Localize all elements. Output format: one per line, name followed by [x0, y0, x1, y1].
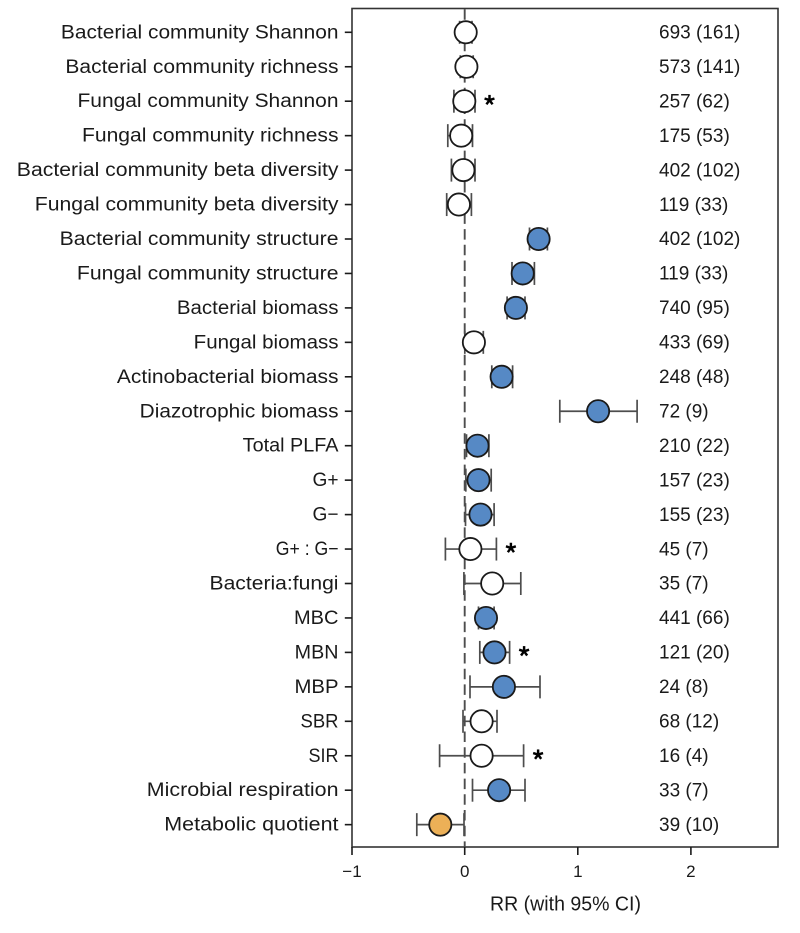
svg-text:Bacterial community Shannon: Bacterial community Shannon [61, 22, 339, 43]
svg-text:Fungal community richness: Fungal community richness [82, 126, 339, 147]
svg-text:Fungal community Shannon: Fungal community Shannon [78, 91, 339, 112]
svg-text:121 (20): 121 (20) [659, 643, 730, 664]
svg-text:G−: G− [313, 505, 339, 526]
svg-text:573 (141): 573 (141) [659, 57, 740, 78]
svg-text:2: 2 [686, 862, 695, 881]
svg-text:Total PLFA: Total PLFA [243, 436, 339, 457]
svg-text:68 (12): 68 (12) [659, 712, 719, 733]
svg-text:Actinobacterial biomass: Actinobacterial biomass [117, 367, 339, 388]
svg-text:Metabolic quotient: Metabolic quotient [164, 815, 339, 836]
svg-text:210 (22): 210 (22) [659, 436, 730, 457]
svg-text:Fungal community beta diversit: Fungal community beta diversity [35, 195, 339, 216]
svg-text:MBC: MBC [294, 608, 339, 629]
svg-text:MBP: MBP [295, 677, 339, 698]
svg-text:SBR: SBR [301, 711, 339, 732]
svg-text:G+ : G−: G+ : G− [276, 539, 339, 560]
svg-text:Diazotrophic biomass: Diazotrophic biomass [140, 401, 339, 422]
svg-text:175 (53): 175 (53) [659, 126, 730, 147]
svg-text:RR (with 95% CI): RR (with 95% CI) [490, 893, 641, 916]
svg-text:24 (8): 24 (8) [659, 677, 709, 698]
svg-text:441 (66): 441 (66) [659, 608, 730, 629]
svg-text:0: 0 [460, 862, 469, 881]
svg-text:Fungal community structure: Fungal community structure [77, 263, 339, 284]
svg-text:Bacterial community richness: Bacterial community richness [65, 57, 338, 78]
svg-text:SIR: SIR [309, 746, 339, 767]
svg-text:Bacterial biomass: Bacterial biomass [177, 298, 339, 319]
svg-text:Bacteria:fungi: Bacteria:fungi [210, 574, 339, 595]
svg-text:257 (62): 257 (62) [659, 91, 730, 112]
svg-text:402 (102): 402 (102) [659, 160, 740, 181]
svg-text:Bacterial community structure: Bacterial community structure [60, 229, 339, 250]
svg-text:693 (161): 693 (161) [659, 23, 740, 44]
svg-text:Fungal biomass: Fungal biomass [194, 332, 339, 353]
svg-text:155 (23): 155 (23) [659, 505, 730, 526]
svg-text:G+: G+ [313, 470, 339, 491]
svg-text:157 (23): 157 (23) [659, 470, 730, 491]
svg-text:119 (33): 119 (33) [659, 195, 728, 216]
svg-text:16 (4): 16 (4) [659, 746, 709, 767]
svg-text:72 (9): 72 (9) [659, 401, 709, 422]
svg-text:Microbial respiration: Microbial respiration [147, 780, 339, 801]
svg-text:1: 1 [573, 862, 582, 881]
svg-text:39 (10): 39 (10) [659, 815, 719, 836]
svg-text:MBN: MBN [295, 642, 339, 663]
svg-text:45 (7): 45 (7) [659, 539, 709, 560]
svg-text:33 (7): 33 (7) [659, 780, 709, 801]
svg-text:740 (95): 740 (95) [659, 298, 730, 319]
svg-text:402 (102): 402 (102) [659, 229, 740, 250]
svg-text:433 (69): 433 (69) [659, 333, 730, 354]
svg-text:Bacterial community beta diver: Bacterial community beta diversity [17, 160, 339, 181]
svg-text:248 (48): 248 (48) [659, 367, 730, 388]
svg-text:−1: −1 [342, 862, 361, 881]
svg-text:119 (33): 119 (33) [659, 264, 728, 285]
svg-text:35 (7): 35 (7) [659, 574, 709, 595]
